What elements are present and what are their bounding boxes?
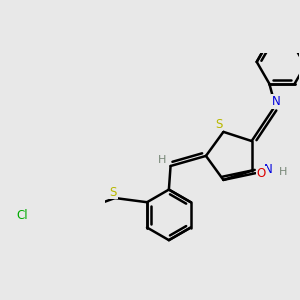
Text: Cl: Cl: [16, 209, 28, 222]
Text: N: N: [264, 163, 273, 176]
Text: H: H: [279, 167, 287, 177]
Text: N: N: [272, 95, 280, 108]
Text: H: H: [158, 155, 166, 165]
Text: S: S: [215, 118, 223, 131]
Text: S: S: [110, 186, 117, 199]
Text: O: O: [257, 167, 266, 180]
